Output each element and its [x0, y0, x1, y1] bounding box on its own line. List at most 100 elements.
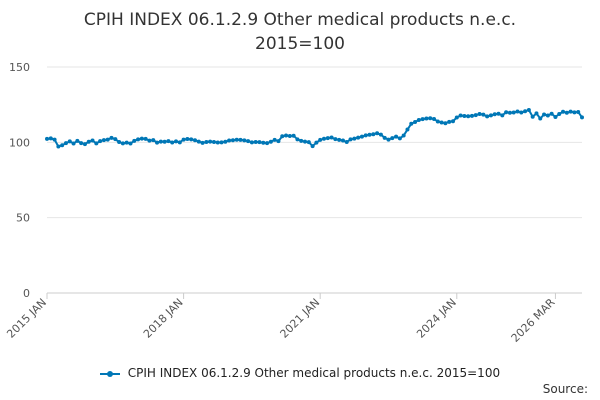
data-point[interactable] [477, 112, 482, 117]
data-point[interactable] [435, 119, 440, 124]
data-point[interactable] [314, 140, 319, 145]
data-point[interactable] [147, 138, 152, 143]
data-point[interactable] [424, 116, 429, 121]
data-point[interactable] [523, 109, 528, 114]
data-point[interactable] [564, 110, 569, 115]
data-point[interactable] [511, 110, 516, 115]
data-point[interactable] [310, 144, 315, 149]
data-point[interactable] [230, 138, 235, 143]
data-point[interactable] [413, 119, 418, 124]
data-point[interactable] [496, 111, 501, 116]
data-point[interactable] [409, 121, 414, 126]
data-point[interactable] [272, 137, 277, 142]
data-point[interactable] [238, 137, 243, 142]
data-point[interactable] [534, 111, 539, 116]
data-point[interactable] [117, 140, 122, 145]
data-point[interactable] [48, 136, 53, 141]
data-point[interactable] [500, 113, 505, 118]
data-point[interactable] [295, 137, 300, 142]
data-point[interactable] [371, 132, 376, 137]
data-point[interactable] [356, 135, 361, 140]
data-point[interactable] [189, 137, 194, 142]
data-point[interactable] [576, 110, 581, 115]
data-point[interactable] [166, 139, 171, 144]
data-point[interactable] [337, 137, 342, 142]
data-point[interactable] [363, 133, 368, 138]
data-point[interactable] [519, 110, 524, 115]
data-point[interactable] [473, 113, 478, 118]
data-point[interactable] [454, 115, 459, 120]
data-point[interactable] [420, 117, 425, 122]
data-point[interactable] [136, 137, 141, 142]
data-point[interactable] [86, 139, 91, 144]
data-point[interactable] [291, 133, 296, 138]
data-point[interactable] [79, 141, 84, 146]
data-point[interactable] [553, 115, 558, 120]
data-point[interactable] [375, 131, 380, 136]
data-point[interactable] [303, 139, 308, 144]
data-point[interactable] [151, 138, 156, 143]
data-point[interactable] [174, 139, 179, 144]
data-point[interactable] [67, 139, 72, 144]
data-point[interactable] [181, 137, 186, 142]
data-point[interactable] [128, 141, 133, 146]
data-point[interactable] [143, 136, 148, 141]
data-point[interactable] [139, 136, 144, 141]
data-point[interactable] [485, 114, 490, 119]
data-point[interactable] [416, 118, 421, 123]
data-point[interactable] [469, 113, 474, 118]
data-point[interactable] [382, 135, 387, 140]
data-point[interactable] [223, 139, 228, 144]
data-point[interactable] [109, 135, 114, 140]
data-point[interactable] [401, 133, 406, 138]
data-point[interactable] [394, 134, 399, 139]
data-point[interactable] [386, 137, 391, 142]
data-point[interactable] [162, 139, 167, 144]
data-point[interactable] [359, 134, 364, 139]
data-point[interactable] [580, 115, 584, 120]
data-point[interactable] [432, 116, 437, 121]
data-point[interactable] [192, 138, 197, 143]
data-point[interactable] [101, 138, 106, 143]
data-point[interactable] [443, 121, 448, 126]
data-point[interactable] [124, 140, 129, 145]
data-point[interactable] [447, 119, 452, 124]
data-point[interactable] [71, 141, 76, 146]
data-point[interactable] [439, 120, 444, 125]
data-point[interactable] [63, 141, 68, 146]
data-point[interactable] [344, 140, 349, 145]
data-point[interactable] [268, 139, 273, 144]
data-point[interactable] [52, 137, 57, 142]
data-point[interactable] [170, 140, 175, 145]
data-point[interactable] [208, 139, 213, 144]
data-point[interactable] [82, 142, 87, 147]
data-point[interactable] [462, 113, 467, 118]
data-point[interactable] [481, 112, 486, 117]
data-point[interactable] [60, 143, 65, 148]
data-point[interactable] [98, 139, 103, 144]
data-point[interactable] [287, 134, 292, 139]
data-point[interactable] [515, 109, 520, 114]
data-point[interactable] [538, 116, 543, 121]
data-point[interactable] [249, 140, 254, 145]
data-point[interactable] [177, 140, 182, 145]
data-point[interactable] [428, 116, 433, 121]
data-point[interactable] [155, 140, 160, 145]
data-point[interactable] [113, 137, 118, 142]
data-point[interactable] [329, 135, 334, 140]
data-point[interactable] [234, 137, 239, 142]
data-point[interactable] [549, 111, 554, 116]
data-point[interactable] [45, 136, 49, 141]
data-point[interactable] [488, 113, 493, 118]
data-point[interactable] [405, 127, 410, 132]
data-point[interactable] [158, 139, 163, 144]
data-point[interactable] [284, 133, 289, 138]
data-point[interactable] [276, 139, 281, 144]
data-point[interactable] [378, 132, 383, 137]
data-point[interactable] [242, 138, 247, 143]
data-point[interactable] [542, 112, 547, 117]
data-point[interactable] [105, 137, 110, 142]
data-point[interactable] [568, 109, 573, 114]
data-point[interactable] [215, 140, 220, 145]
data-point[interactable] [253, 140, 258, 145]
